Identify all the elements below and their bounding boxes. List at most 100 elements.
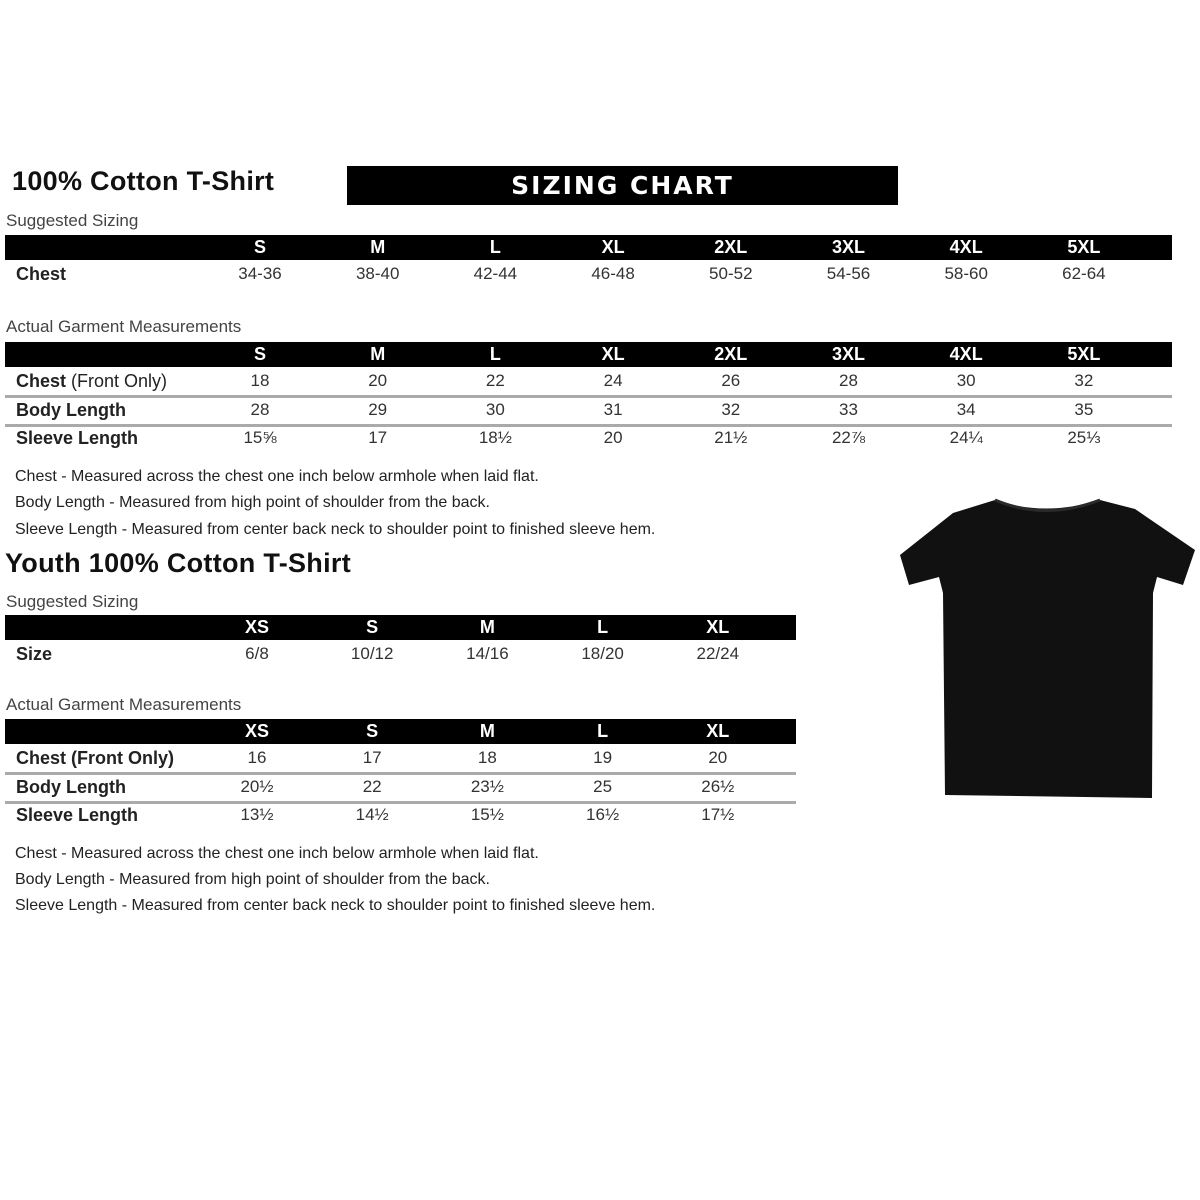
youth-suggested-label: Suggested Sizing [6, 592, 139, 611]
adult-note-sleeve: Sleeve Length - Measured from center bac… [15, 521, 656, 538]
table-cell: 17 [368, 428, 388, 447]
size-header-l: L [597, 721, 609, 741]
table-cell: 18 [477, 748, 497, 767]
size-header-4xl: 4XL [949, 344, 983, 364]
table-cell: 26 [721, 371, 741, 390]
table-cell: 31 [603, 399, 623, 419]
black-tshirt-icon [900, 498, 1195, 798]
size-header-bar: S M L XL 2XL 3XL 4XL 5XL [5, 342, 1172, 367]
row-label-text: Sleeve Length [16, 428, 139, 448]
size-header-s: S [366, 617, 379, 637]
size-header-5xl: 5XL [1067, 237, 1101, 257]
table-cell: 30 [485, 399, 505, 419]
table-cell: 20 [368, 371, 388, 390]
table-cell: 28 [839, 371, 858, 390]
table-row: Body Length 20½ 22 23½ 25 26½ [5, 773, 796, 804]
table-cell: 21½ [714, 428, 748, 447]
table-cell: 54-56 [826, 264, 871, 283]
youth-title: Youth 100% Cotton T-Shirt [5, 548, 351, 578]
row-label-text: Size [16, 644, 53, 664]
youth-actual-label: Actual Garment Measurements [6, 695, 242, 714]
size-header-bar: XS S M L XL [5, 719, 796, 744]
table-cell: 32 [721, 399, 741, 419]
adult-note-chest: Chest - Measured across the chest one in… [15, 468, 539, 485]
youth-note-sleeve: Sleeve Length - Measured from center bac… [15, 897, 656, 914]
table-cell: 34 [956, 399, 976, 419]
table-cell: 13½ [240, 805, 274, 824]
adult-note-body: Body Length - Measured from high point o… [15, 494, 490, 511]
table-cell: 58-60 [944, 264, 988, 283]
table-cell: 25 [593, 776, 613, 796]
table-cell: 17 [362, 748, 382, 767]
row-label-text: Body Length [16, 776, 126, 797]
row-label: Chest (Front Only) [16, 744, 174, 772]
row-label-note: (Front Only) [71, 371, 168, 391]
table-cell: 22 [485, 371, 505, 390]
table-cell: 22⅞ [831, 428, 866, 447]
table-cell: 33 [839, 399, 858, 419]
row-label-text: Body Length [16, 399, 126, 420]
row-label: Chest (Front Only) [16, 367, 167, 395]
table-cell: 22/24 [696, 644, 740, 663]
table-cell: 22 [362, 776, 382, 796]
table-row: Chest (Front Only) 18 20 22 24 26 28 30 32 [5, 367, 1172, 398]
table-cell: 26½ [701, 776, 735, 796]
size-header-xs: XS [244, 721, 269, 741]
table-cell: 30 [956, 371, 976, 390]
table-cell: 62-64 [1062, 264, 1106, 283]
table-cell: 16½ [586, 805, 620, 824]
row-label: Body Length [16, 773, 126, 801]
table-cell: 24 [603, 371, 623, 390]
table-row: Chest 34-36 38-40 42-44 46-48 50-52 54-56 58-60… [5, 260, 1172, 288]
size-header-xl: XL [706, 721, 730, 741]
sizing-chart-banner: SIZING CHART [347, 166, 898, 205]
table-cell: 19 [593, 748, 613, 767]
table-cell: 10/12 [350, 644, 394, 663]
table-cell: 28 [250, 399, 270, 419]
size-header-xl: XL [601, 237, 625, 257]
table-cell: 14½ [355, 805, 389, 824]
table-cell: 25⅓ [1067, 428, 1101, 447]
table-row: Body Length 28 29 30 31 32 33 34 35 [5, 396, 1172, 427]
size-header-m: M [370, 344, 386, 364]
size-header-3xl: 3XL [831, 344, 865, 364]
row-label-text: Sleeve Length [16, 805, 139, 825]
row-label-text: Chest [16, 264, 67, 284]
table-cell: 42-44 [473, 264, 518, 283]
table-row: Sleeve Length 15⅝ 17 18½ 20 21½ 22⅞ 24¼ 25⅓ [5, 424, 1172, 452]
size-header-2xl: 2XL [714, 344, 748, 364]
row-label: Chest [16, 260, 66, 288]
adult-title: 100% Cotton T-Shirt [12, 166, 275, 196]
size-header-4xl: 4XL [949, 237, 983, 257]
table-cell: 38-40 [355, 264, 400, 283]
table-cell: 18½ [478, 428, 512, 447]
table-cell: 34-36 [238, 264, 282, 283]
table-cell: 6/8 [245, 644, 269, 663]
adult-actual-label: Actual Garment Measurements [6, 317, 242, 336]
table-cell: 46-48 [591, 264, 635, 283]
table-cell: 14/16 [466, 644, 509, 663]
table-cell: 20½ [240, 776, 274, 796]
size-header-s: S [253, 237, 266, 257]
table-cell: 20 [603, 428, 623, 447]
size-header-bar: XS S M L XL [5, 615, 796, 640]
table-cell: 17½ [701, 805, 735, 824]
youth-note-chest: Chest - Measured across the chest one in… [15, 845, 539, 862]
table-cell: 20 [708, 748, 728, 767]
table-cell: 29 [368, 399, 388, 419]
table-cell: 35 [1074, 399, 1094, 419]
table-cell: 18 [250, 371, 270, 390]
size-header-m: M [479, 617, 495, 637]
table-row: Sleeve Length 13½ 14½ 15½ 16½ 17½ [5, 801, 796, 829]
size-header-l: L [489, 344, 501, 364]
table-cell: 18/20 [581, 644, 624, 663]
table-cell: 23½ [470, 776, 504, 796]
size-header-m: M [479, 721, 495, 741]
table-cell: 32 [1074, 371, 1094, 390]
adult-suggested-label: Suggested Sizing [6, 211, 139, 230]
table-row: Chest (Front Only) 16 17 18 19 20 [5, 744, 796, 775]
table-row: Size 6/8 10/12 14/16 18/20 22/24 [5, 640, 796, 668]
size-header-l: L [597, 617, 609, 637]
size-header-s: S [366, 721, 379, 741]
